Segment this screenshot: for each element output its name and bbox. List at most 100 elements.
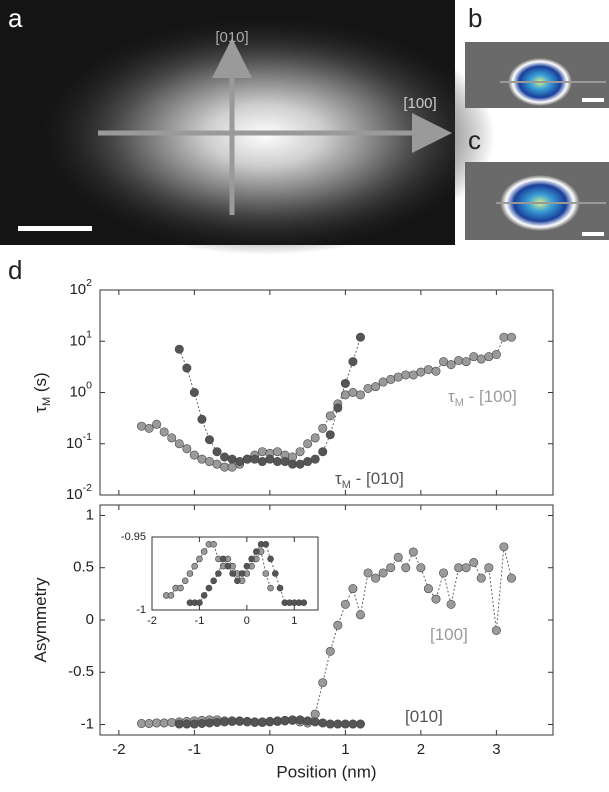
data-point bbox=[272, 570, 279, 577]
data-point bbox=[204, 457, 214, 467]
data-point bbox=[318, 678, 328, 688]
data-point bbox=[300, 599, 308, 607]
data-point bbox=[159, 718, 169, 728]
data-point bbox=[340, 390, 350, 400]
data-point bbox=[303, 439, 313, 449]
data-point bbox=[265, 454, 275, 464]
data-point bbox=[310, 454, 320, 464]
data-point bbox=[288, 715, 298, 725]
data-point bbox=[182, 363, 192, 373]
data-point bbox=[288, 459, 298, 469]
x-tick-label: -2 bbox=[112, 741, 125, 758]
data-point bbox=[454, 356, 464, 366]
data-point bbox=[196, 599, 203, 607]
data-point bbox=[355, 390, 365, 400]
data-point bbox=[348, 584, 358, 594]
data-point bbox=[152, 718, 162, 728]
panel-label: b bbox=[468, 3, 482, 33]
data-point bbox=[499, 332, 509, 342]
data-point bbox=[469, 352, 479, 362]
y-tick-label: 101 bbox=[69, 328, 92, 349]
x-tick-label: 1 bbox=[291, 615, 297, 627]
data-point bbox=[386, 374, 396, 384]
data-point bbox=[167, 433, 177, 443]
data-point bbox=[348, 387, 358, 397]
data-point bbox=[200, 548, 208, 555]
data-point bbox=[484, 352, 494, 362]
y-tick-base: 10 bbox=[66, 486, 83, 503]
data-point bbox=[197, 718, 207, 728]
data-point bbox=[408, 547, 418, 557]
y-axis-label-main: τ bbox=[31, 406, 50, 413]
data-point bbox=[340, 599, 350, 609]
data-point bbox=[182, 444, 192, 454]
arrow-label: [010] bbox=[215, 29, 248, 46]
data-point bbox=[280, 715, 290, 725]
legend-prefix-sub: M bbox=[455, 397, 464, 409]
data-point bbox=[378, 377, 388, 387]
data-point bbox=[235, 457, 245, 467]
data-point bbox=[137, 718, 147, 728]
data-point bbox=[248, 555, 255, 563]
data-point bbox=[189, 450, 199, 460]
y-tick-label: -0.95 bbox=[121, 531, 146, 543]
y-tick-label: 0.5 bbox=[73, 559, 94, 576]
data-point bbox=[219, 555, 227, 563]
data-point bbox=[235, 716, 245, 726]
y-tick-exponent: 2 bbox=[86, 277, 92, 289]
data-point bbox=[401, 370, 411, 380]
data-point bbox=[272, 457, 282, 467]
data-point bbox=[167, 592, 175, 599]
data-point bbox=[355, 332, 365, 342]
data-point bbox=[167, 717, 177, 727]
data-point bbox=[310, 433, 320, 443]
data-point bbox=[181, 577, 189, 585]
y-tick-base: 10 bbox=[69, 383, 86, 400]
x-tick-label: 2 bbox=[417, 741, 425, 758]
data-point bbox=[227, 454, 237, 464]
data-point bbox=[318, 423, 328, 433]
data-point bbox=[408, 370, 418, 380]
data-point bbox=[200, 592, 208, 599]
data-point bbox=[393, 372, 403, 382]
data-point bbox=[267, 555, 274, 563]
data-point bbox=[257, 457, 267, 467]
y-tick-label: 100 bbox=[69, 379, 92, 400]
y-tick-base: 10 bbox=[69, 281, 86, 298]
panel-label: a bbox=[8, 3, 23, 33]
data-point bbox=[210, 540, 217, 548]
data-point bbox=[215, 570, 222, 577]
data-point bbox=[401, 563, 411, 573]
panel-label: c bbox=[468, 125, 481, 155]
data-point bbox=[220, 717, 230, 727]
data-point bbox=[189, 387, 199, 397]
data-point bbox=[333, 403, 343, 413]
data-point bbox=[333, 719, 343, 729]
data-point bbox=[318, 447, 328, 457]
data-point bbox=[243, 562, 251, 570]
legend-prefix-sub: M bbox=[342, 479, 351, 491]
data-point bbox=[363, 568, 373, 578]
data-point bbox=[234, 577, 241, 585]
legend-name: [100] bbox=[430, 625, 468, 644]
legend-name: [100] bbox=[479, 387, 517, 406]
data-point bbox=[461, 357, 471, 367]
x-tick-label: 0 bbox=[244, 615, 250, 627]
x-tick-label: -1 bbox=[188, 741, 201, 758]
y-axis-label-main: Asymmetry bbox=[31, 577, 50, 663]
data-point bbox=[242, 717, 252, 727]
data-point bbox=[506, 573, 516, 583]
legend-label: τM - [010] bbox=[335, 469, 404, 490]
data-point bbox=[446, 360, 456, 370]
data-point bbox=[325, 719, 335, 729]
data-point bbox=[476, 573, 486, 583]
scale-bar bbox=[582, 232, 604, 236]
data-point bbox=[253, 548, 260, 555]
data-point bbox=[484, 563, 494, 573]
y-tick-label: -1 bbox=[81, 716, 94, 733]
data-point bbox=[325, 646, 335, 656]
panel-label: d bbox=[8, 255, 22, 285]
y-tick-label: 1 bbox=[86, 506, 94, 523]
data-point bbox=[423, 584, 433, 594]
y-axis-label-sub: M bbox=[41, 397, 53, 406]
